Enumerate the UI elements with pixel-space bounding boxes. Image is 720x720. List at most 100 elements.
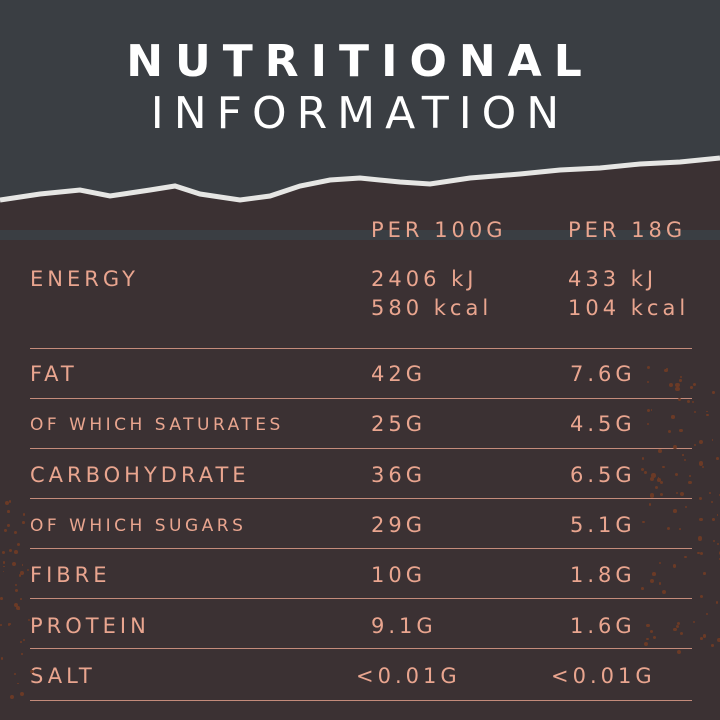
cocoa-speck bbox=[13, 531, 17, 535]
value-per-100g: 10G bbox=[371, 563, 426, 588]
value-per-100g: 25G bbox=[371, 412, 426, 437]
row-divider bbox=[30, 348, 692, 349]
cocoa-speck bbox=[15, 605, 21, 610]
cocoa-speck bbox=[7, 510, 10, 513]
cocoa-speck bbox=[709, 492, 711, 495]
cocoa-speck bbox=[692, 620, 695, 624]
cocoa-speck bbox=[686, 399, 691, 404]
cocoa-speck bbox=[699, 552, 703, 556]
cocoa-speck bbox=[688, 475, 691, 478]
cocoa-speck bbox=[679, 528, 682, 531]
cocoa-speck bbox=[652, 636, 657, 640]
cocoa-speck bbox=[646, 637, 649, 641]
cocoa-speck bbox=[700, 637, 704, 641]
cocoa-speck bbox=[675, 382, 680, 388]
cocoa-speck bbox=[703, 572, 706, 575]
cocoa-speck bbox=[641, 457, 645, 460]
cocoa-speck bbox=[14, 588, 19, 592]
nutrient-label: FIBRE bbox=[30, 563, 111, 588]
cocoa-speck bbox=[657, 477, 660, 479]
cocoa-speck bbox=[667, 429, 672, 434]
cocoa-speck bbox=[679, 379, 682, 382]
cocoa-speck bbox=[5, 500, 10, 505]
cocoa-speck bbox=[688, 480, 692, 485]
cocoa-speck bbox=[662, 465, 665, 469]
cocoa-speck bbox=[642, 521, 645, 524]
cocoa-speck bbox=[679, 631, 684, 636]
energy-label: ENERGY bbox=[30, 267, 139, 291]
cocoa-speck bbox=[668, 383, 673, 388]
cocoa-speck bbox=[22, 513, 26, 517]
cocoa-speck bbox=[697, 551, 700, 555]
cocoa-speck bbox=[17, 682, 19, 685]
cocoa-speck bbox=[2, 561, 6, 564]
cocoa-speck bbox=[692, 382, 696, 386]
row-divider bbox=[30, 548, 692, 549]
cocoa-speck bbox=[706, 410, 709, 413]
value-per-serving: 1.8G bbox=[570, 563, 636, 588]
cocoa-speck bbox=[712, 391, 715, 395]
value-per-serving: 6.5G bbox=[570, 462, 636, 487]
cocoa-speck bbox=[710, 644, 714, 648]
cocoa-speck bbox=[21, 563, 24, 566]
value-per-100g: 36G bbox=[371, 462, 426, 487]
row-divider bbox=[30, 398, 692, 399]
cocoa-speck bbox=[679, 375, 682, 378]
cocoa-speck bbox=[684, 506, 687, 509]
value-per-serving: 5.1G bbox=[570, 512, 636, 537]
nutrient-label: CARBOHYDRATE bbox=[30, 462, 250, 487]
nutrient-label: OF WHICH SATURATES bbox=[30, 415, 284, 436]
cocoa-speck bbox=[0, 597, 3, 601]
cocoa-speck bbox=[718, 493, 720, 496]
cocoa-speck bbox=[659, 492, 663, 496]
cocoa-speck bbox=[640, 586, 644, 590]
cocoa-speck bbox=[648, 503, 652, 507]
cocoa-speck bbox=[706, 413, 709, 417]
cocoa-speck bbox=[29, 669, 34, 674]
cocoa-speck bbox=[649, 477, 654, 482]
cocoa-speck bbox=[702, 634, 707, 638]
cocoa-speck bbox=[4, 529, 7, 532]
cocoa-speck bbox=[684, 555, 688, 559]
value-per-100g: <0.01G bbox=[356, 663, 461, 688]
row-divider bbox=[30, 498, 692, 499]
cocoa-speck bbox=[17, 543, 21, 547]
title-line-1: NUTRITIONAL bbox=[126, 36, 594, 87]
cocoa-speck bbox=[675, 386, 680, 392]
cocoa-speck bbox=[20, 692, 25, 697]
cocoa-speck bbox=[664, 368, 668, 373]
cocoa-speck bbox=[658, 561, 661, 564]
cocoa-speck bbox=[9, 623, 11, 625]
value-per-serving: 7.6G bbox=[570, 362, 636, 386]
cocoa-speck bbox=[700, 594, 704, 598]
row-divider bbox=[30, 598, 692, 599]
cocoa-speck bbox=[717, 638, 720, 643]
cocoa-speck bbox=[676, 491, 679, 495]
cocoa-speck bbox=[14, 583, 18, 587]
cocoa-speck bbox=[711, 439, 714, 441]
cocoa-speck bbox=[649, 629, 654, 634]
cocoa-speck bbox=[652, 572, 656, 576]
cocoa-speck bbox=[7, 524, 10, 527]
cocoa-speck bbox=[646, 623, 650, 627]
cocoa-speck bbox=[646, 380, 649, 383]
nutrient-label: SALT bbox=[30, 663, 96, 688]
cocoa-speck bbox=[3, 565, 6, 568]
value-per-serving: 1.6G bbox=[570, 613, 636, 638]
energy-per-serving-kj: 433 kJ bbox=[568, 267, 658, 291]
title-line-2: INFORMATION bbox=[150, 88, 570, 139]
nutrient-label: OF WHICH SUGARS bbox=[30, 515, 247, 536]
cocoa-speck bbox=[12, 562, 17, 567]
cocoa-speck bbox=[655, 485, 659, 489]
cocoa-speck bbox=[666, 526, 671, 531]
value-per-serving: 4.5G bbox=[570, 412, 636, 437]
cocoa-speck bbox=[13, 673, 16, 675]
cocoa-speck bbox=[13, 550, 18, 555]
energy-per-serving-kcal: 104 kcal bbox=[568, 296, 690, 320]
cocoa-speck bbox=[23, 638, 26, 641]
energy-per-100g-kcal: 580 kcal bbox=[371, 296, 493, 320]
cocoa-speck bbox=[0, 623, 2, 626]
cocoa-speck bbox=[20, 641, 22, 643]
cocoa-speck bbox=[679, 491, 684, 496]
cocoa-speck bbox=[9, 548, 13, 552]
